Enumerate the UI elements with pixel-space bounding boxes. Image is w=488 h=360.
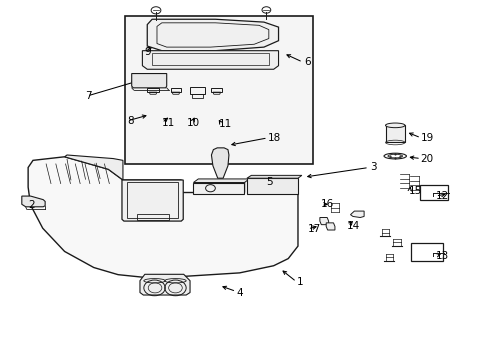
Polygon shape bbox=[319, 217, 328, 225]
Text: 19: 19 bbox=[420, 133, 433, 143]
Bar bbox=[136, 213, 168, 220]
Text: 15: 15 bbox=[408, 186, 421, 196]
Bar bbox=[190, 87, 204, 94]
Polygon shape bbox=[246, 175, 301, 178]
Bar bbox=[410, 243, 442, 261]
Bar bbox=[385, 125, 404, 143]
Text: 20: 20 bbox=[420, 154, 433, 163]
Text: 16: 16 bbox=[320, 199, 333, 209]
Polygon shape bbox=[350, 211, 364, 217]
Text: 6: 6 bbox=[304, 57, 310, 67]
Polygon shape bbox=[193, 179, 249, 183]
Polygon shape bbox=[28, 157, 297, 277]
Text: 5: 5 bbox=[266, 177, 272, 187]
Bar bbox=[192, 94, 202, 98]
Polygon shape bbox=[147, 19, 278, 51]
Polygon shape bbox=[211, 148, 228, 178]
Text: 8: 8 bbox=[126, 116, 133, 126]
Text: 12: 12 bbox=[435, 191, 448, 201]
Ellipse shape bbox=[385, 123, 404, 128]
Polygon shape bbox=[64, 155, 122, 180]
Polygon shape bbox=[325, 223, 334, 230]
Polygon shape bbox=[131, 73, 166, 88]
Text: 1: 1 bbox=[296, 277, 303, 287]
Bar bbox=[419, 185, 447, 201]
Polygon shape bbox=[193, 183, 244, 194]
Polygon shape bbox=[246, 178, 297, 194]
Text: 14: 14 bbox=[346, 221, 359, 231]
Text: 7: 7 bbox=[85, 91, 91, 101]
Text: 10: 10 bbox=[187, 118, 200, 128]
Text: 18: 18 bbox=[267, 133, 280, 143]
Polygon shape bbox=[122, 180, 183, 221]
Text: 11: 11 bbox=[219, 119, 232, 129]
Polygon shape bbox=[140, 274, 190, 295]
Polygon shape bbox=[22, 196, 45, 207]
Polygon shape bbox=[142, 51, 278, 69]
Text: 3: 3 bbox=[369, 162, 376, 172]
Text: 13: 13 bbox=[435, 251, 448, 261]
Text: 4: 4 bbox=[236, 288, 243, 297]
Text: 2: 2 bbox=[28, 200, 35, 210]
Text: 17: 17 bbox=[307, 224, 320, 234]
Bar bbox=[125, 16, 312, 164]
Text: 11: 11 bbox=[162, 118, 175, 128]
Text: 9: 9 bbox=[144, 47, 151, 57]
